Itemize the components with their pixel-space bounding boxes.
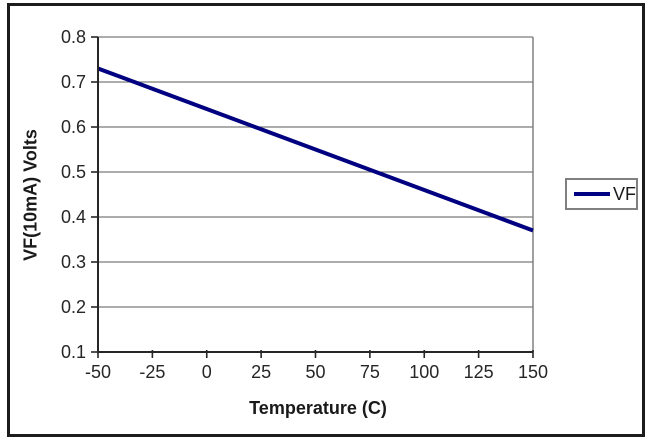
legend-series-label: VF — [612, 184, 636, 204]
y-tick-label: 0.6 — [61, 117, 86, 137]
y-tick-label: 0.1 — [61, 342, 86, 362]
y-tick-label: 0.8 — [61, 27, 86, 47]
y-tick-label: 0.7 — [61, 72, 86, 92]
x-axis-title: Temperature (C) — [249, 398, 387, 418]
x-tick-label: -50 — [85, 362, 111, 382]
y-tick-label: 0.4 — [61, 207, 86, 227]
x-tick-label: 25 — [251, 362, 271, 382]
legend: VF — [565, 178, 638, 210]
series-line-vf — [97, 66, 534, 233]
y-tick-label: 0.2 — [61, 297, 86, 317]
x-tick-label: 75 — [360, 362, 380, 382]
y-axis-title: VF(10mA) Volts — [20, 129, 41, 261]
x-tick-label: 150 — [518, 362, 548, 382]
y-tick-label: 0.5 — [61, 162, 86, 182]
chart-frame-border — [7, 3, 645, 437]
x-tick-label: 50 — [305, 362, 325, 382]
x-tick-label: 0 — [202, 362, 212, 382]
x-tick-label: 125 — [464, 362, 494, 382]
x-tick-label: -25 — [139, 362, 165, 382]
y-tick-label: 0.3 — [61, 252, 86, 272]
x-tick-label: 100 — [409, 362, 439, 382]
legend-line-swatch — [574, 192, 610, 196]
